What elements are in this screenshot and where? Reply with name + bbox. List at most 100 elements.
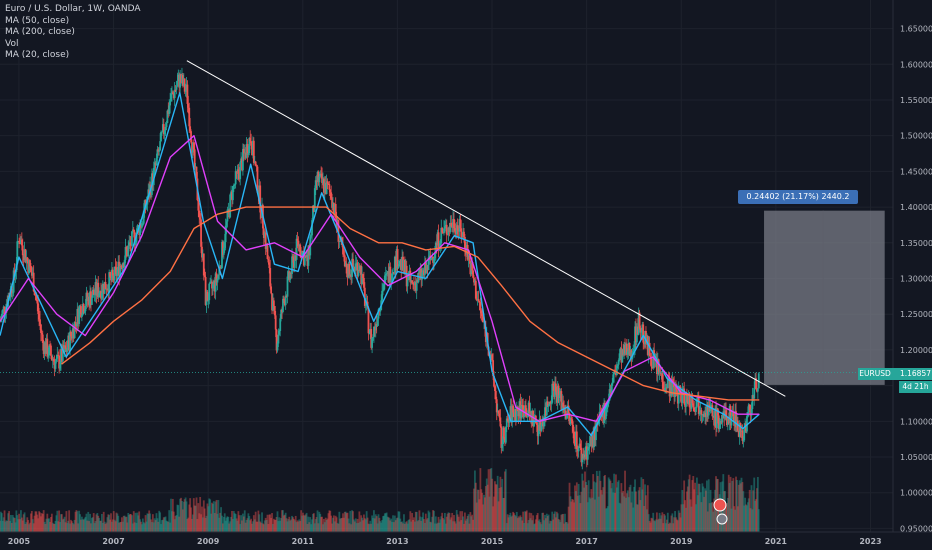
volume-bar [613,473,616,532]
volume-bar [529,518,532,532]
volume-bar [255,521,258,532]
candle-body [693,407,696,411]
candle-body [579,443,582,448]
candle-body [387,271,390,283]
volume-bar [59,522,61,532]
volume-bar [124,517,127,532]
volume-bar [106,517,109,532]
candle-body [750,409,753,416]
candle-body [391,273,394,281]
candle-body [662,382,665,389]
candle-body [688,393,691,408]
volume-bar [120,521,122,532]
volume-bar [70,521,73,532]
volume-bar [367,523,370,532]
candle-body [507,420,510,423]
volume-bar [468,523,471,532]
candle-body [638,312,641,329]
volume-bar [723,491,726,532]
volume-bar [645,495,647,532]
volume-bar [85,513,88,532]
volume-bar [678,512,681,532]
candle-body [443,228,445,233]
volume-bar [503,497,505,532]
volume-bar [475,502,478,532]
volume-bar [10,514,12,532]
volume-bar [536,513,539,532]
volume-bar [37,518,40,532]
candle-body [188,107,191,127]
candle-body [557,385,560,398]
candle-body [630,350,633,360]
volume-bar [577,483,580,532]
candle-body [83,311,86,313]
candle-body [490,354,493,359]
volume-bar [253,519,256,532]
candle-body [533,421,535,427]
volume-bar [742,491,745,532]
volume-bar [278,517,281,532]
volume-bar [272,518,275,532]
volume-bar [218,517,221,532]
volume-bar [261,512,263,532]
volume-bar [133,522,136,532]
volume-bar [724,491,727,532]
volume-bar [293,520,296,532]
volume-bar [623,496,626,532]
volume-bar [262,523,264,532]
legend-ma50[interactable]: MA (50, close) [5,15,70,26]
volume-bar [252,515,255,532]
candle-body [138,225,141,236]
price-tag-symbol: EURUSD [858,368,899,380]
candle-body [187,103,190,108]
volume-bar [92,513,95,532]
volume-bar [672,523,675,532]
legend-symbol-title[interactable]: Euro / U.S. Dollar, 1W, OANDA [5,4,141,14]
volume-bar [245,520,248,532]
volume-bar [375,516,378,532]
volume-bar [290,519,293,532]
candle-body [332,202,334,208]
candle-body [299,244,302,256]
candle-body [745,423,747,432]
volume-bar [390,518,393,532]
volume-bar [440,516,443,532]
volume-bar [334,515,337,532]
candle-body [383,275,386,285]
candle-body [199,217,202,220]
legend-ma200[interactable]: MA (200, close) [5,27,75,37]
volume-bar [585,481,587,532]
volume-bar [460,520,463,532]
volume-bar [166,521,169,532]
volume-bar [240,515,242,532]
candle-body [313,188,316,212]
volume-bar [300,510,303,532]
volume-bar [8,511,10,532]
volume-bar [541,512,544,532]
candle-body [130,243,132,246]
candle-body [420,268,423,280]
candle-body [706,406,709,416]
volume-bar [500,487,503,532]
volume-bar [14,522,17,532]
volume-bar [301,515,303,532]
legend-vol[interactable]: Vol [5,38,19,49]
volume-bar [13,518,16,532]
volume-bar [17,519,20,532]
volume-bar [247,513,250,532]
candle-body [326,181,329,184]
volume-bar [430,522,433,532]
candle-body [700,410,703,416]
candle-body [393,272,395,274]
volume-bar [570,501,573,532]
candle-body [636,326,639,335]
volume-bar [523,523,525,532]
measure-label[interactable]: 0.24402 (21.17%) 2440.2 [738,190,858,204]
candle-body [106,288,109,290]
volume-bar [19,519,21,532]
candle-body [359,265,362,271]
volume-bar [185,501,188,532]
legend-ma20[interactable]: MA (20, close) [5,50,70,60]
candle-body [192,142,195,150]
